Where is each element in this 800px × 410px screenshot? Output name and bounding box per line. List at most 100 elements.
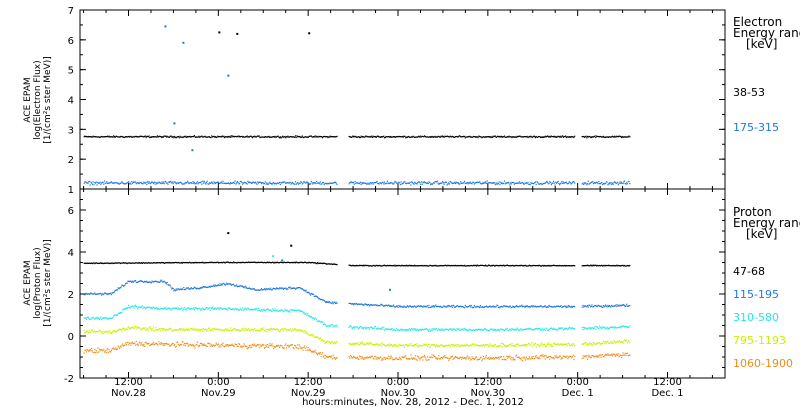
data-point <box>393 306 395 308</box>
data-point <box>584 305 586 307</box>
data-point <box>495 136 497 138</box>
data-point <box>263 308 265 310</box>
data-point <box>402 328 404 331</box>
data-point <box>496 183 498 185</box>
data-point <box>141 305 143 307</box>
data-point <box>408 182 410 184</box>
data-point <box>393 136 395 138</box>
data-point <box>313 262 315 264</box>
data-point <box>625 326 627 328</box>
data-point <box>423 343 425 345</box>
data-point <box>450 328 452 330</box>
data-point <box>280 345 282 347</box>
data-point <box>177 182 179 184</box>
data-point <box>493 181 495 183</box>
data-point <box>171 262 174 264</box>
data-point <box>462 357 464 359</box>
data-point <box>420 328 422 330</box>
data-point <box>472 357 474 359</box>
data-point <box>110 262 112 265</box>
data-point <box>417 181 420 183</box>
data-point <box>160 307 162 309</box>
data-point <box>374 355 376 357</box>
data-point <box>308 261 310 263</box>
data-point <box>85 331 87 334</box>
data-point <box>95 331 97 333</box>
data-point <box>200 342 202 344</box>
data-point <box>411 306 413 308</box>
data-point <box>500 328 503 330</box>
data-point <box>168 136 170 138</box>
data-point <box>543 265 545 267</box>
data-point <box>183 136 185 138</box>
data-point <box>105 136 107 138</box>
data-point <box>300 261 303 263</box>
data-point <box>327 136 329 139</box>
data-point <box>595 264 597 266</box>
data-point <box>512 264 514 266</box>
data-point <box>394 306 396 308</box>
data-point <box>107 262 109 264</box>
data-point <box>239 182 241 185</box>
data-point <box>565 181 567 184</box>
data-point <box>559 344 561 346</box>
data-point <box>333 263 335 265</box>
data-point <box>554 265 556 267</box>
data-point <box>176 307 178 309</box>
data-point <box>242 136 244 138</box>
data-point <box>315 295 317 297</box>
data-point <box>386 182 388 184</box>
data-point <box>116 330 118 332</box>
data-point <box>304 347 306 349</box>
data-point <box>221 284 223 286</box>
data-point <box>312 293 314 295</box>
data-point <box>410 265 412 267</box>
data-point <box>150 344 152 346</box>
data-point <box>195 183 197 185</box>
data-point <box>383 326 385 328</box>
data-point <box>626 265 628 267</box>
data-point <box>311 182 313 184</box>
data-point <box>177 288 179 290</box>
data-point <box>136 182 138 184</box>
data-point <box>449 265 451 267</box>
data-point <box>252 345 254 347</box>
data-point <box>118 312 120 314</box>
data-point <box>483 181 485 183</box>
data-point <box>424 136 426 138</box>
data-point <box>562 136 564 138</box>
y-tick-label: 2 <box>68 155 74 166</box>
data-point <box>230 344 232 346</box>
data-point <box>377 265 380 267</box>
data-point <box>230 182 232 184</box>
data-point <box>473 358 475 361</box>
data-point <box>190 262 192 264</box>
data-point <box>371 355 373 357</box>
data-point <box>431 136 433 138</box>
data-point <box>94 182 97 184</box>
data-point <box>137 308 139 310</box>
data-point <box>365 182 367 184</box>
data-point <box>446 265 448 267</box>
data-point <box>298 182 300 184</box>
data-point <box>140 182 143 184</box>
data-point <box>101 332 103 334</box>
data-point <box>543 264 546 267</box>
y-tick-label: 4 <box>68 96 74 107</box>
data-point <box>455 356 457 358</box>
data-point <box>294 183 296 185</box>
data-point <box>574 345 576 347</box>
data-point <box>136 306 138 308</box>
data-point <box>454 344 457 347</box>
data-point <box>250 261 252 263</box>
data-point <box>260 136 262 138</box>
data-point <box>438 305 440 308</box>
data-point <box>485 344 487 346</box>
data-point <box>376 135 378 138</box>
data-point <box>291 309 294 311</box>
data-point <box>361 136 363 138</box>
data-point <box>559 327 561 329</box>
data-point <box>140 306 142 308</box>
data-point <box>565 136 567 139</box>
data-point <box>556 344 558 346</box>
